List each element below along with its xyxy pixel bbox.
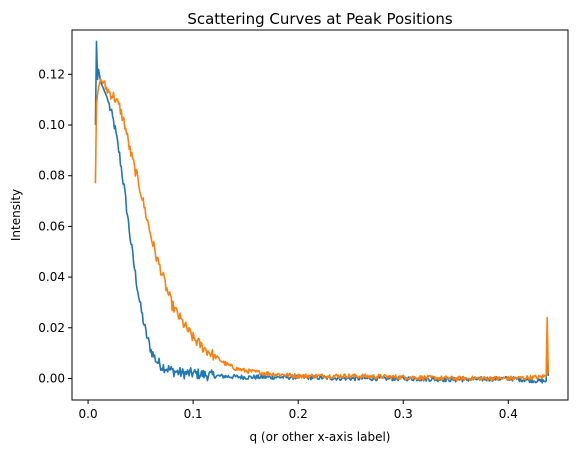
x-axis-label: q (or other x-axis label) (250, 430, 391, 444)
y-tick-label: 0.02 (38, 321, 65, 335)
axes-frame (71, 29, 569, 401)
y-axis-label: Intensity (9, 189, 23, 241)
y-tick-label: 0.12 (38, 67, 65, 81)
y-axis: 0.00 0.02 0.04 0.06 0.08 0.10 0.12 (38, 67, 72, 385)
x-axis: 0.0 0.1 0.2 0.3 0.4 (79, 400, 518, 421)
y-tick-label: 0.08 (38, 169, 65, 183)
y-tick-label: 0.10 (38, 118, 65, 132)
y-tick-label: 0.00 (38, 371, 65, 385)
x-tick-label: 0.2 (289, 407, 308, 421)
x-tick-label: 0.1 (184, 407, 203, 421)
y-tick-label: 0.04 (38, 270, 65, 284)
x-tick-label: 0.0 (79, 407, 98, 421)
series-line-1 (94, 40, 550, 384)
series-layer (94, 40, 550, 384)
x-tick-label: 0.4 (499, 407, 518, 421)
series-line-2 (94, 78, 550, 382)
chart-title: Scattering Curves at Peak Positions (187, 10, 453, 28)
x-tick-label: 0.3 (394, 407, 413, 421)
y-tick-label: 0.06 (38, 219, 65, 233)
